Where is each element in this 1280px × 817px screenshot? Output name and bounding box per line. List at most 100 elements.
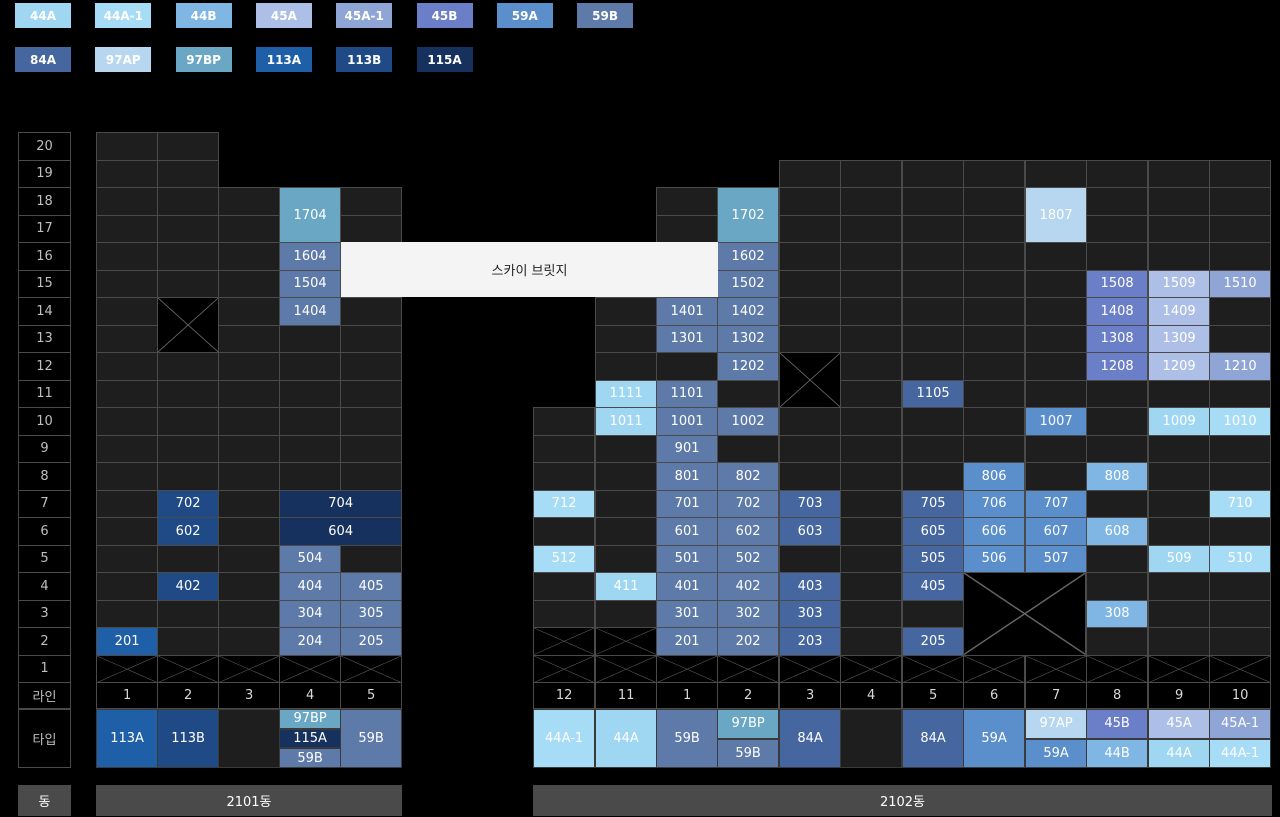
b2-unit-701[interactable]: 701: [656, 489, 719, 518]
b2-unit-706[interactable]: 706: [963, 489, 1026, 518]
b1-unit-1604[interactable]: 1604: [279, 242, 342, 271]
b2-unit-205[interactable]: 205: [902, 627, 965, 656]
b2-unit-1807[interactable]: 1807: [1025, 187, 1088, 243]
b1-unit-305[interactable]: 305: [340, 599, 403, 628]
b2-unit-1010[interactable]: 1010: [1209, 407, 1272, 436]
b1-unit-205[interactable]: 205: [340, 627, 403, 656]
b2-unit-402[interactable]: 402: [717, 572, 780, 601]
b2-cell-11-3: [595, 599, 658, 628]
b1-unit-405[interactable]: 405: [340, 572, 403, 601]
b2-unit-1401[interactable]: 1401: [656, 297, 719, 326]
b2-unit-512[interactable]: 512: [533, 544, 596, 573]
b2-unit-602[interactable]: 602: [717, 517, 780, 546]
b1-unit-404[interactable]: 404: [279, 572, 342, 601]
b2-cell-12-3: [533, 599, 596, 628]
b1-unit-402[interactable]: 402: [157, 572, 220, 601]
b2-unit-401[interactable]: 401: [656, 572, 719, 601]
b1-unit-204[interactable]: 204: [279, 627, 342, 656]
legend-chip-45b: 45B: [416, 3, 473, 28]
b2-unit-605[interactable]: 605: [902, 517, 965, 546]
b2-unit-703[interactable]: 703: [779, 489, 842, 518]
b2-unit-411[interactable]: 411: [595, 572, 658, 601]
b2-unit-1309[interactable]: 1309: [1148, 324, 1211, 353]
b2-unit-308[interactable]: 308: [1086, 599, 1149, 628]
b2-unit-702[interactable]: 702: [717, 489, 780, 518]
b2-unit-1602[interactable]: 1602: [717, 242, 780, 271]
b2-cell-11-12: [595, 352, 658, 381]
b2-cell-5-9: [902, 434, 965, 463]
b2-unit-1210[interactable]: 1210: [1209, 352, 1272, 381]
b2-unit-202[interactable]: 202: [717, 627, 780, 656]
b2-unit-501[interactable]: 501: [656, 544, 719, 573]
b2-unit-203[interactable]: 203: [779, 627, 842, 656]
b2-unit-405[interactable]: 405: [902, 572, 965, 601]
b2-unit-201[interactable]: 201: [656, 627, 719, 656]
b2-unit-1510[interactable]: 1510: [1209, 269, 1272, 298]
b1-cell-4-9: [279, 434, 342, 463]
b1-unit-201[interactable]: 201: [96, 627, 159, 656]
b1-unit-504[interactable]: 504: [279, 544, 342, 573]
b1-unit-704[interactable]: 704: [279, 489, 403, 518]
b2-unit-1508[interactable]: 1508: [1086, 269, 1149, 298]
b1-cell-5-14: [340, 297, 403, 326]
b2-unit-802[interactable]: 802: [717, 462, 780, 491]
b2-unit-506[interactable]: 506: [963, 544, 1026, 573]
b2-unit-1402[interactable]: 1402: [717, 297, 780, 326]
b1-unit-602[interactable]: 602: [157, 517, 220, 546]
b1-cell-2-17: [157, 214, 220, 243]
b1-cell-4-8: [279, 462, 342, 491]
b2-unit-1202[interactable]: 1202: [717, 352, 780, 381]
b2-unit-1702[interactable]: 1702: [717, 187, 780, 243]
b2-unit-606[interactable]: 606: [963, 517, 1026, 546]
b2-unit-707[interactable]: 707: [1025, 489, 1088, 518]
b2-unit-705[interactable]: 705: [902, 489, 965, 518]
b2-unit-1502[interactable]: 1502: [717, 269, 780, 298]
b2-unit-801[interactable]: 801: [656, 462, 719, 491]
b2-unit-505[interactable]: 505: [902, 544, 965, 573]
b2-unit-1009[interactable]: 1009: [1148, 407, 1211, 436]
b2-unit-1409[interactable]: 1409: [1148, 297, 1211, 326]
b2-unit-1208[interactable]: 1208: [1086, 352, 1149, 381]
b2-unit-303[interactable]: 303: [779, 599, 842, 628]
b1-unit-1404[interactable]: 1404: [279, 297, 342, 326]
b2-unit-301[interactable]: 301: [656, 599, 719, 628]
b2-unit-1105[interactable]: 1105: [902, 379, 965, 408]
b2-unit-1007[interactable]: 1007: [1025, 407, 1088, 436]
b2-unit-1011[interactable]: 1011: [595, 407, 658, 436]
b1-unit-1704[interactable]: 1704: [279, 187, 342, 243]
b2-unit-1509[interactable]: 1509: [1148, 269, 1211, 298]
b2-unit-607[interactable]: 607: [1025, 517, 1088, 546]
b2-unit-608[interactable]: 608: [1086, 517, 1149, 546]
b2-unit-507[interactable]: 507: [1025, 544, 1088, 573]
b2-unit-808[interactable]: 808: [1086, 462, 1149, 491]
b2-unit-1209[interactable]: 1209: [1148, 352, 1211, 381]
b2-cell-10-14: [1209, 297, 1272, 326]
b1-unit-304[interactable]: 304: [279, 599, 342, 628]
b2-cell-12-8: [533, 462, 596, 491]
b2-unit-1101[interactable]: 1101: [656, 379, 719, 408]
b2-unit-712[interactable]: 712: [533, 489, 596, 518]
b1-cell-5-10: [340, 407, 403, 436]
b2-unit-1111[interactable]: 1111: [595, 379, 658, 408]
b2-unit-601[interactable]: 601: [656, 517, 719, 546]
floor-label-17: 17: [18, 214, 71, 243]
b2-unit-403[interactable]: 403: [779, 572, 842, 601]
b2-unit-710[interactable]: 710: [1209, 489, 1272, 518]
b1-unit-1504[interactable]: 1504: [279, 269, 342, 298]
b2-unit-901[interactable]: 901: [656, 434, 719, 463]
b2-unit-510[interactable]: 510: [1209, 544, 1272, 573]
b1-unit-604[interactable]: 604: [279, 517, 403, 546]
b2-unit-502[interactable]: 502: [717, 544, 780, 573]
b2-unit-806[interactable]: 806: [963, 462, 1026, 491]
b2-unit-603[interactable]: 603: [779, 517, 842, 546]
b2-unit-1301[interactable]: 1301: [656, 324, 719, 353]
b2-unit-1002[interactable]: 1002: [717, 407, 780, 436]
b2-unit-1001[interactable]: 1001: [656, 407, 719, 436]
b2-unit-1408[interactable]: 1408: [1086, 297, 1149, 326]
b2-unit-302[interactable]: 302: [717, 599, 780, 628]
b2-line-10: 10: [1209, 682, 1272, 709]
b2-unit-1308[interactable]: 1308: [1086, 324, 1149, 353]
b2-unit-1302[interactable]: 1302: [717, 324, 780, 353]
b2-unit-509[interactable]: 509: [1148, 544, 1211, 573]
b1-unit-702[interactable]: 702: [157, 489, 220, 518]
